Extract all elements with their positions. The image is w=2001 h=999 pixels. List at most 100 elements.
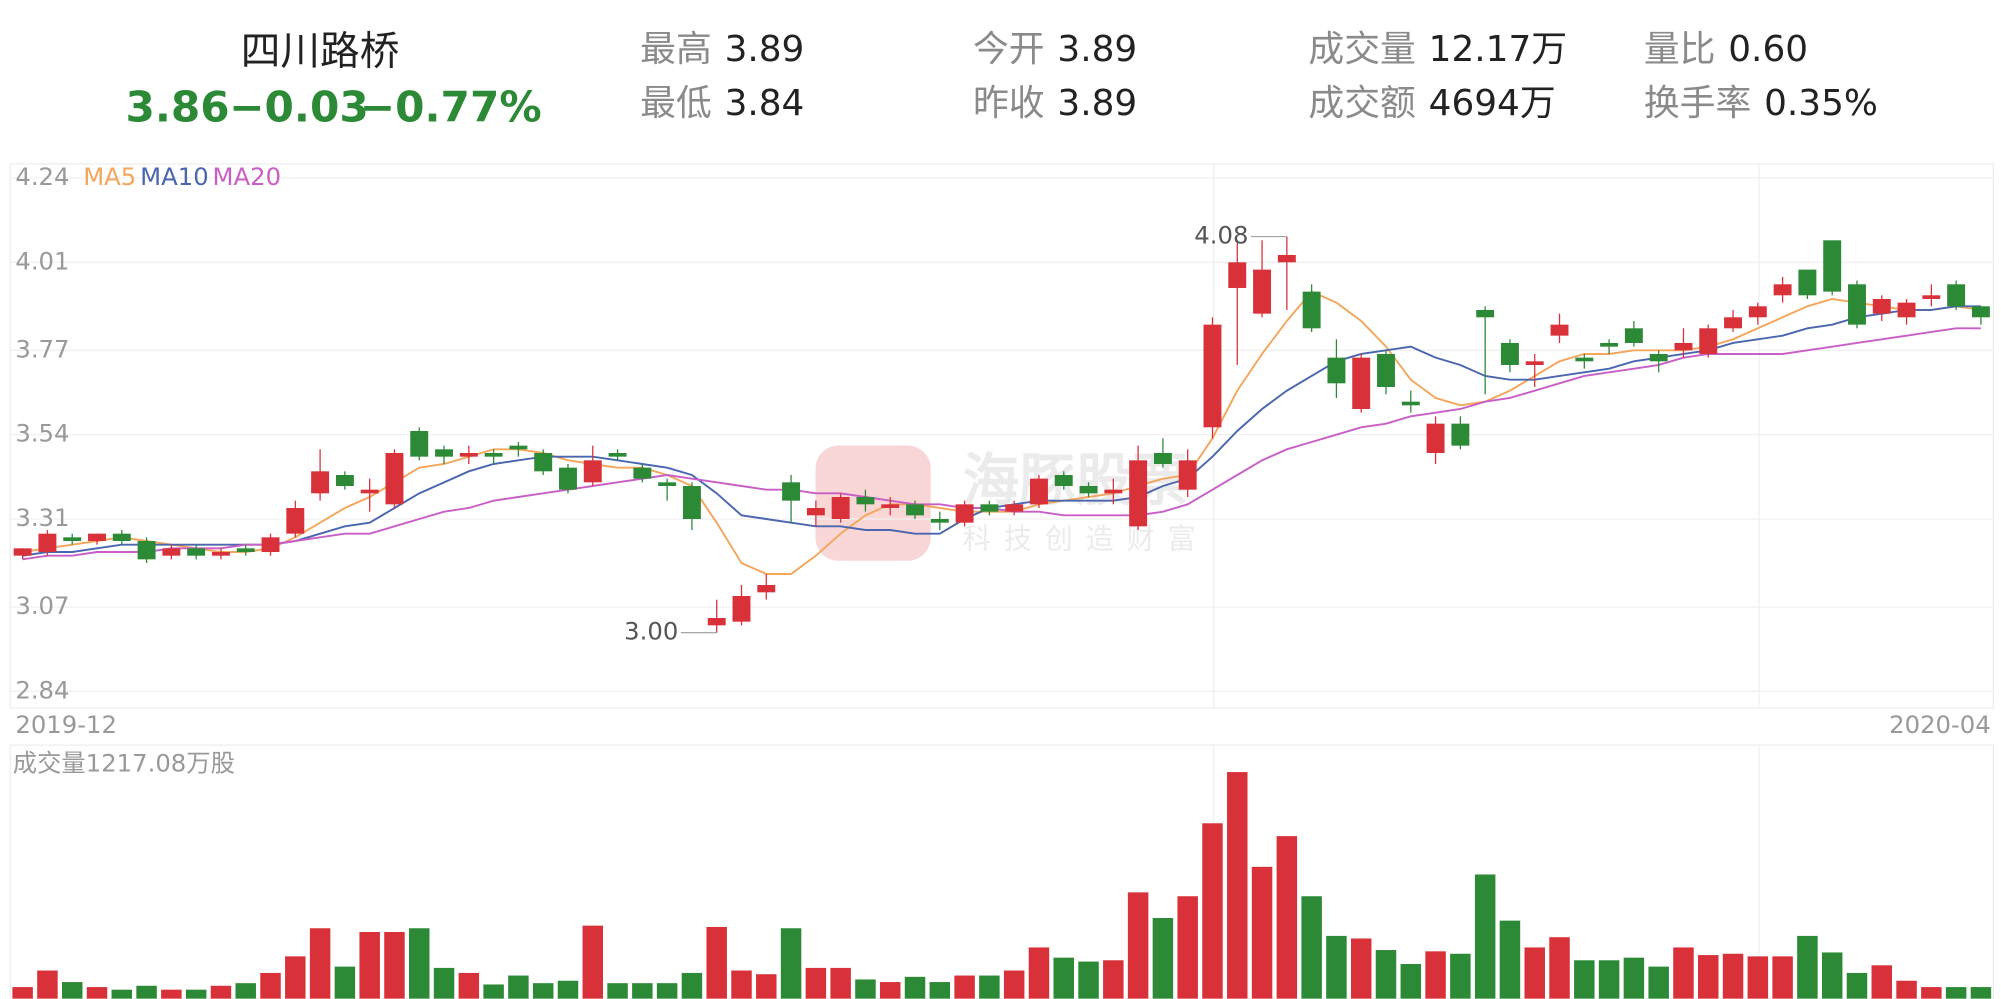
- candle-body: [1079, 485, 1098, 494]
- volume-bar: [1326, 935, 1347, 999]
- volume-bar: [1871, 965, 1893, 999]
- price: 3.86: [125, 83, 229, 132]
- candle-body: [1872, 298, 1891, 314]
- volume-bar: [681, 972, 703, 999]
- volume-bar: [731, 970, 752, 999]
- candle-body: [459, 452, 478, 457]
- change: −0.03: [229, 83, 369, 132]
- volume-bar: [260, 972, 281, 999]
- volume-bar: [1970, 987, 1992, 999]
- volume-bar: [954, 975, 975, 999]
- volume-bar: [805, 967, 827, 999]
- stat-value: 3.89: [1057, 83, 1137, 124]
- volume-bar: [1797, 935, 1818, 999]
- candle-body: [1277, 254, 1296, 263]
- volume-bar: [1251, 866, 1273, 999]
- stat-label: 成交额: [1308, 83, 1415, 124]
- stat-label: 昨收: [973, 83, 1045, 124]
- volume-bar: [1574, 960, 1595, 999]
- candle-body: [1426, 423, 1445, 453]
- volume-bar: [1821, 952, 1843, 999]
- candle-body: [286, 507, 305, 534]
- volume-bar: [1227, 772, 1248, 999]
- candle-body: [1476, 309, 1495, 318]
- annotation: 4.08: [1194, 221, 1248, 250]
- stat-value: 0.60: [1728, 29, 1808, 70]
- volume-bar: [979, 975, 1000, 999]
- volume-bar: [136, 985, 157, 999]
- volume-bar: [185, 989, 207, 999]
- volume-bar: [161, 989, 182, 999]
- candle-body: [1451, 423, 1470, 446]
- y-tick-label: 4.01: [15, 246, 69, 275]
- candle-body: [1203, 324, 1222, 428]
- volume-bar: [632, 983, 653, 999]
- watermark-brand: 海豚股票: [963, 449, 1188, 514]
- stat-label: 最低: [640, 83, 712, 124]
- volume-bar: [830, 967, 851, 999]
- candle-body: [187, 548, 206, 556]
- candle-body: [236, 548, 255, 553]
- volume-bar: [756, 974, 777, 999]
- ma-line: [22, 327, 1981, 561]
- volume-bar: [359, 931, 380, 999]
- volume-bar: [532, 983, 554, 999]
- volume-bar: [1623, 957, 1645, 999]
- stat-value: 12.17万: [1429, 29, 1567, 70]
- candle-body: [1674, 342, 1693, 351]
- watermark: 海豚股票 科技创造财富: [815, 445, 1196, 561]
- candle-body: [435, 449, 454, 457]
- candle-body: [261, 537, 280, 553]
- volume-bar: [582, 925, 604, 999]
- volume-bar: [483, 984, 504, 999]
- volume-bar: [1350, 938, 1372, 999]
- stat-label: 最高: [640, 29, 712, 70]
- volume-bar: [111, 989, 133, 999]
- candle-body: [13, 548, 32, 556]
- candle-body: [806, 507, 825, 516]
- candle-body: [162, 548, 181, 556]
- candle-body: [583, 460, 602, 483]
- candle-body: [608, 452, 627, 457]
- stock-name: 四川路桥: [241, 28, 400, 74]
- candle-body: [906, 504, 924, 516]
- volume-bar: [1648, 966, 1669, 999]
- candle-body: [1600, 342, 1619, 347]
- candle-body: [137, 540, 156, 560]
- candle-body: [1005, 504, 1024, 512]
- volume-bar: [557, 980, 579, 999]
- volume-bar: [1474, 874, 1496, 999]
- volume-bar: [1549, 937, 1570, 999]
- stat-value: 4694万: [1429, 83, 1556, 124]
- stat-label: 成交量: [1308, 29, 1415, 70]
- volume-bar: [37, 970, 58, 999]
- stat-value: 0.35%: [1764, 83, 1878, 124]
- candle-body: [38, 533, 57, 553]
- y-tick-label: 2.84: [15, 675, 69, 704]
- volume-bar: [235, 983, 256, 999]
- volume-bar: [433, 967, 455, 999]
- y-tick-label: 3.54: [15, 419, 69, 448]
- candle-body: [1401, 401, 1420, 406]
- candle-body: [881, 504, 900, 508]
- ma-line: [22, 290, 1982, 575]
- stat-label: 今开: [973, 29, 1045, 70]
- volume-bar: [334, 966, 356, 999]
- candle-body: [1649, 353, 1668, 362]
- volume-bar: [1127, 892, 1149, 999]
- annotation: 3.00: [624, 617, 678, 646]
- candle-body: [1624, 328, 1643, 343]
- candle-body: [1575, 357, 1594, 362]
- candle-body: [63, 537, 82, 541]
- candle-body: [1352, 357, 1371, 409]
- stat-value: 3.84: [725, 83, 805, 124]
- volume-bar: [929, 982, 951, 999]
- candle-body: [1550, 324, 1569, 336]
- candle-body: [559, 467, 577, 490]
- candle-body: [930, 518, 949, 523]
- candle-body: [88, 533, 106, 541]
- candle-body: [856, 496, 875, 505]
- plot-frame: [9, 163, 1994, 709]
